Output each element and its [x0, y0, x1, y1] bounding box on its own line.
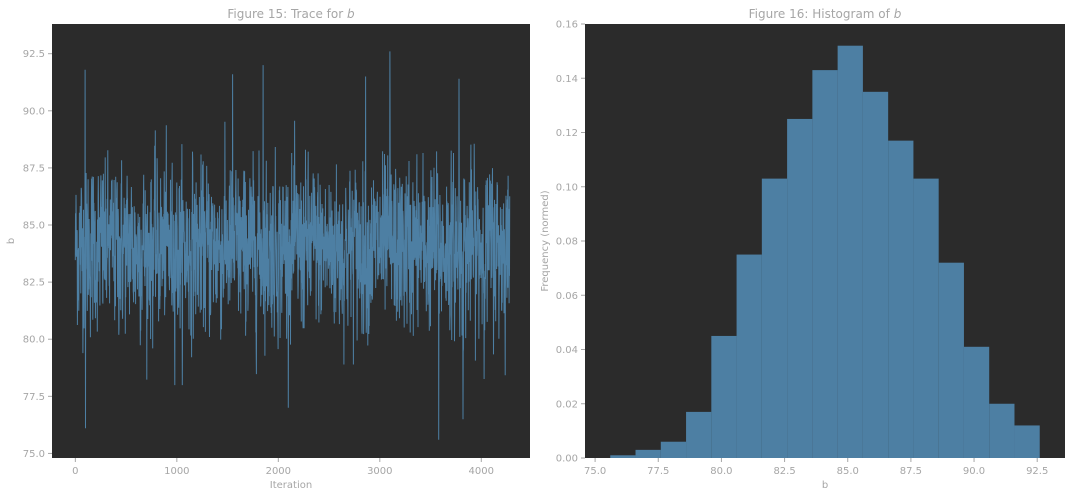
trace-y-tick-label: 75.0 — [23, 449, 45, 460]
trace-y-tick-label: 77.5 — [23, 392, 45, 403]
histogram-bar — [686, 411, 712, 458]
histogram-x-tick-label: 75.0 — [584, 466, 606, 477]
histogram-y-tick-label: 0.14 — [556, 74, 578, 85]
histogram-bar — [660, 441, 687, 458]
histogram-bar — [837, 45, 863, 458]
histogram-y-tick-label: 0.02 — [556, 399, 578, 410]
histogram-x-tick-label: 82.5 — [773, 466, 795, 477]
histogram-x-tick-label: 85.0 — [837, 466, 859, 477]
trace-x-axis-label: Iteration — [270, 480, 312, 491]
trace-chart: 0 1000 2000 3000 4000 75.0 77.5 80.0 82.5 85.0 87… — [6, 7, 530, 491]
histogram-x-tick-label: 80.0 — [710, 466, 732, 477]
histogram-bar — [711, 335, 737, 458]
histogram-chart: 75.0 77.5 80.0 82.5 85.0 87.5 90.0 92.5 0.000.0… — [540, 7, 1065, 491]
histogram-bar — [989, 403, 1015, 458]
histogram-bar — [1014, 425, 1040, 458]
histogram-x-tick-label: 92.5 — [1026, 466, 1048, 477]
trace-x-tick-label: 4000 — [469, 466, 494, 477]
histogram-x-ticks: 75.0 77.5 80.0 82.5 85.0 87.5 90.0 92.5 — [584, 458, 1048, 477]
trace-x-tick-label: 3000 — [367, 466, 392, 477]
histogram-bar — [736, 254, 762, 458]
histogram-bar — [635, 449, 661, 458]
histogram-y-tick-label: 0.04 — [556, 345, 578, 356]
histogram-y-tick-label: 0.16 — [556, 20, 578, 31]
trace-y-tick-label: 82.5 — [23, 278, 45, 289]
histogram-bar — [888, 140, 914, 458]
histogram-bar — [862, 91, 889, 458]
histogram-bar — [812, 70, 838, 459]
histogram-y-axis-label: Frequency (normed) — [540, 190, 551, 291]
histogram-bar — [761, 178, 788, 459]
trace-y-tick-label: 92.5 — [23, 49, 45, 60]
trace-y-axis-label: b — [6, 238, 17, 244]
trace-y-tick-label: 80.0 — [23, 335, 45, 346]
trace-x-ticks: 0 1000 2000 3000 4000 — [72, 458, 494, 477]
histogram-bar — [913, 178, 939, 459]
histogram-bar — [963, 346, 990, 458]
trace-y-ticks: 75.0 77.5 80.0 82.5 85.0 87.5 90.0 92.5 — [23, 49, 52, 460]
histogram-bar — [938, 262, 964, 458]
histogram-x-axis-label: b — [822, 480, 828, 491]
histogram-y-tick-label: 0.12 — [556, 128, 578, 139]
histogram-y-tick-label: 0.00 — [556, 454, 578, 465]
histogram-y-tick-label: 0.06 — [556, 291, 578, 302]
trace-series-line — [74, 51, 511, 440]
histogram-x-tick-label: 87.5 — [900, 466, 922, 477]
histogram-bar — [787, 118, 813, 458]
histogram-title: Figure 16: Histogram of b — [749, 7, 902, 21]
trace-y-tick-label: 87.5 — [23, 163, 45, 174]
histogram-bars — [610, 45, 1040, 459]
histogram-bar — [610, 455, 636, 458]
trace-y-tick-label: 90.0 — [23, 106, 45, 117]
trace-y-tick-label: 85.0 — [23, 221, 45, 232]
histogram-x-tick-label: 77.5 — [647, 466, 669, 477]
trace-x-tick-label: 1000 — [164, 466, 189, 477]
trace-x-tick-label: 0 — [72, 466, 78, 477]
histogram-y-tick-label: 0.08 — [556, 237, 578, 248]
trace-x-tick-label: 2000 — [266, 466, 291, 477]
histogram-x-tick-label: 90.0 — [963, 466, 985, 477]
histogram-y-ticks: 0.00 0.02 0.04 0.06 0.08 0.10 0.12 0.14 0.16 — [556, 20, 585, 465]
trace-title: Figure 15: Trace for b — [227, 7, 355, 21]
histogram-y-tick-label: 0.10 — [556, 182, 578, 193]
